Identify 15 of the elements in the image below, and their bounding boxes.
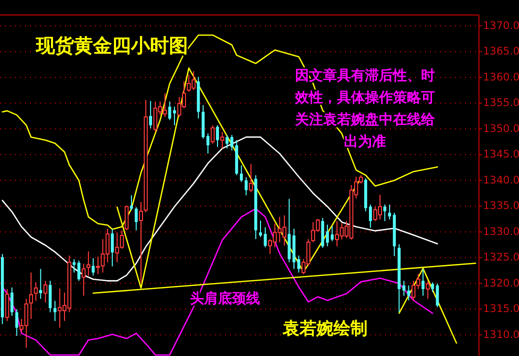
ytick: 1355.0 — [483, 97, 519, 110]
ytick: 1365.0 — [483, 46, 519, 58]
ytick: 1325.0 — [483, 252, 519, 264]
ytick: 1315.0 — [483, 303, 519, 316]
ytick: 1335.0 — [483, 200, 519, 212]
ytick: 1345.0 — [483, 148, 519, 161]
title: 现货黄金四小时图 — [36, 35, 188, 57]
ytick: 1350.0 — [483, 122, 519, 135]
ytick: 1370.0 — [483, 20, 519, 32]
ytick: 1330.0 — [483, 226, 519, 238]
annotation: 袁若婉绘制 — [282, 319, 368, 339]
ytick: 1310.0 — [483, 328, 519, 341]
ytick: 1320.0 — [483, 277, 519, 290]
ytick: 1360.0 — [483, 71, 519, 84]
ytick: 1340.0 — [483, 174, 519, 186]
